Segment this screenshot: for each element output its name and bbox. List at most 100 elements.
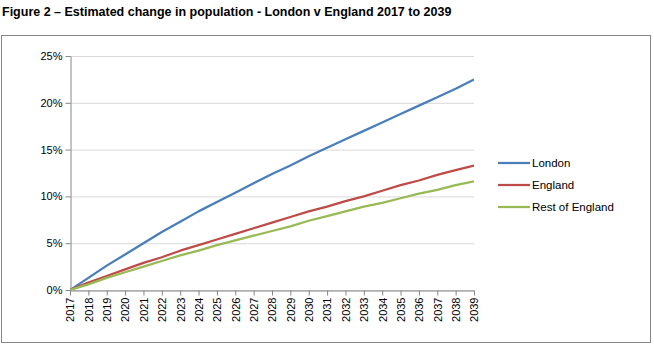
x-tick: 2034: [377, 291, 389, 322]
legend-swatch: [498, 206, 530, 208]
x-tick-label: 2026: [230, 298, 242, 322]
x-tick-mark: [345, 291, 346, 296]
plot-area: [70, 79, 474, 290]
x-tick: 2026: [230, 291, 242, 322]
x-tick: 2030: [303, 291, 315, 322]
x-tick: 2032: [340, 291, 352, 322]
x-tick-label: 2035: [395, 298, 407, 322]
x-tick-label: 2034: [377, 298, 389, 322]
x-tick-label: 2029: [285, 298, 297, 322]
x-tick-label: 2028: [266, 298, 278, 322]
x-tick-label: 2025: [211, 298, 223, 322]
x-tick-label: 2019: [101, 298, 113, 322]
chart: Figure 2 – Estimated change in populatio…: [0, 0, 654, 345]
x-tick-label: 2018: [83, 298, 95, 322]
x-tick: 2019: [101, 291, 113, 322]
title: Figure 2 – Estimated change in populatio…: [2, 5, 451, 19]
grid: [70, 57, 474, 291]
x-tick-label: 2030: [303, 298, 315, 322]
y-tick-mark: [66, 290, 71, 291]
x-tick-mark: [88, 291, 89, 296]
x-tick-mark: [309, 291, 310, 296]
x-tick-label: 2022: [156, 298, 168, 322]
x-tick-mark: [235, 291, 236, 296]
x-tick: 2027: [248, 291, 260, 322]
grid-line: [70, 243, 474, 244]
x-tick: 2033: [358, 291, 370, 322]
y-tick-label: 25%: [40, 50, 62, 62]
x-tick-mark: [70, 291, 71, 296]
x-tick-mark: [456, 291, 457, 296]
legend-label: London: [532, 157, 570, 169]
x-axis: 2017 2018 2019 2020 2021 2022 2023 2024 2025 2026…: [64, 291, 480, 322]
x-tick: 2020: [119, 291, 131, 322]
x-tick-label: 2036: [413, 298, 425, 322]
x-tick: 2038: [450, 291, 462, 322]
y-tick: 5%: [47, 237, 71, 249]
y-tick-label: 20%: [40, 97, 62, 109]
x-tick-mark: [107, 291, 108, 296]
grid-line: [70, 103, 474, 104]
legend-swatch: [498, 162, 530, 164]
legend-label: England: [532, 179, 574, 191]
y-tick-mark: [66, 56, 71, 57]
y-axis-line: [71, 57, 72, 291]
grid-line: [70, 196, 474, 197]
x-tick-mark: [272, 291, 273, 296]
x-tick-label: 2024: [193, 298, 205, 322]
y-tick-mark: [66, 103, 71, 104]
y-tick-mark: [66, 196, 71, 197]
x-tick: 2023: [175, 291, 187, 322]
x-tick-label: 2020: [119, 298, 131, 322]
y-tick-label: 10%: [40, 190, 62, 202]
x-tick-mark: [199, 291, 200, 296]
x-tick-mark: [419, 291, 420, 296]
x-tick-label: 2039: [468, 298, 480, 322]
x-tick: 2021: [138, 291, 150, 322]
x-tick-mark: [437, 291, 438, 296]
x-tick-mark: [382, 291, 383, 296]
x-tick-label: 2023: [175, 298, 187, 322]
y-tick: 25%: [40, 50, 70, 62]
y-tick: 10%: [40, 190, 70, 202]
legend-label: Rest of England: [532, 201, 614, 213]
chart-border: [2, 36, 651, 343]
x-tick-label: 2037: [432, 298, 444, 322]
x-tick: 2039: [468, 291, 480, 322]
x-tick-mark: [401, 291, 402, 296]
y-tick-mark: [66, 243, 71, 244]
x-tick: 2022: [156, 291, 168, 322]
y-axis: 0% 5% 10% 15% 20% 25%: [40, 50, 71, 296]
x-tick-mark: [143, 291, 144, 296]
x-tick-mark: [254, 291, 255, 296]
x-tick-mark: [217, 291, 218, 296]
x-tick: 2018: [83, 291, 95, 322]
x-tick: 2025: [211, 291, 223, 322]
x-tick-label: 2038: [450, 298, 462, 322]
x-tick-mark: [290, 291, 291, 296]
x-tick-mark: [327, 291, 328, 296]
x-tick-label: 2032: [340, 298, 352, 322]
grid-line: [70, 56, 474, 57]
y-tick-label: 5%: [47, 237, 63, 249]
x-tick: 2037: [432, 291, 444, 322]
x-tick: 2036: [413, 291, 425, 322]
series-line: [70, 79, 474, 290]
y-tick-label: 0%: [47, 284, 63, 296]
grid-line: [70, 150, 474, 151]
y-tick: 0%: [47, 284, 71, 296]
series-line: [70, 166, 474, 290]
x-tick-label: 2021: [138, 298, 150, 322]
x-tick: 2017: [64, 291, 76, 322]
x-tick: 2031: [321, 291, 333, 322]
x-tick: 2029: [285, 291, 297, 322]
x-tick-label: 2033: [358, 298, 370, 322]
y-tick-mark: [66, 150, 71, 151]
x-tick-mark: [364, 291, 365, 296]
y-tick: 20%: [40, 97, 70, 109]
y-tick-label: 15%: [40, 144, 62, 156]
x-tick-label: 2027: [248, 298, 260, 322]
x-tick-mark: [162, 291, 163, 296]
x-tick-mark: [180, 291, 181, 296]
x-tick-mark: [474, 291, 475, 296]
